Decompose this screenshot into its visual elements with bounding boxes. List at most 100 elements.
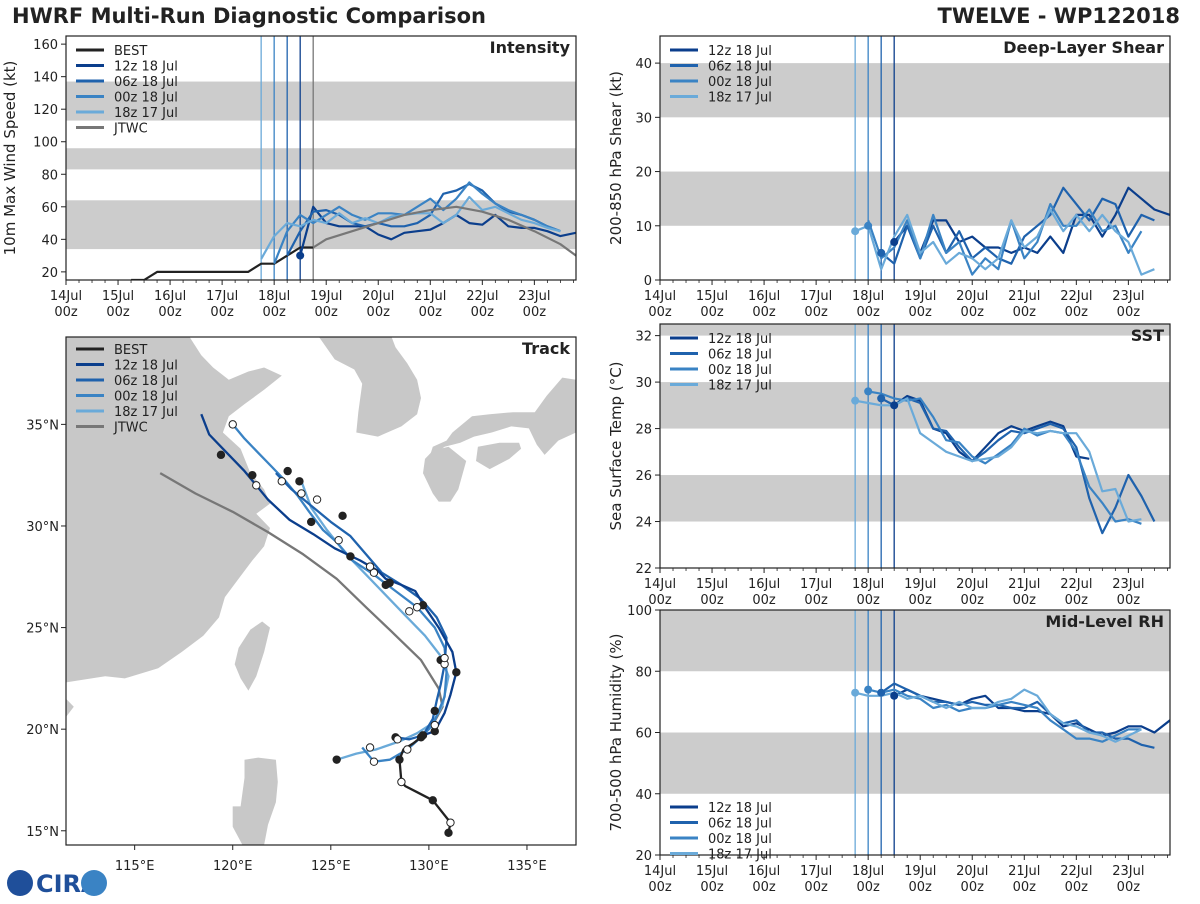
rh-legend-label: 06z 18 Jul <box>708 817 772 832</box>
track-line <box>275 472 448 741</box>
intensity-ytick-label: 40 <box>41 233 58 248</box>
sst-xtick-label: 00z <box>1117 593 1141 608</box>
sst-legend-label: 12z 18 Jul <box>708 332 772 347</box>
sst-xtick-label: 18Jul <box>852 577 884 592</box>
track-point <box>430 720 439 730</box>
shear-series-line <box>867 203 1143 276</box>
track-xtick-label: 115°E <box>115 859 155 874</box>
track-line <box>300 480 450 761</box>
sst-init-marker <box>864 387 873 396</box>
shear-init-marker <box>851 227 860 236</box>
track-point <box>430 706 439 716</box>
track-ytick-label: 25°N <box>26 622 59 637</box>
track-legend-label: JTWC <box>113 421 148 436</box>
track-point <box>446 818 455 827</box>
track-ytick-label: 20°N <box>26 723 59 738</box>
intensity-xtick-label: 18Jul <box>258 289 290 304</box>
rh-xtick-label: 20Jul <box>956 864 988 879</box>
taiwan <box>234 621 270 691</box>
rh-xtick-label: 15Jul <box>696 864 728 879</box>
track-point <box>252 481 261 490</box>
rh-xtick-label: 00z <box>804 880 828 895</box>
shear-xtick-label: 00z <box>961 305 985 320</box>
track-point <box>365 562 375 571</box>
intensity-series-line <box>312 205 576 257</box>
track-title: Track <box>522 339 570 358</box>
track-point <box>444 828 453 838</box>
sst-xtick-label: 19Jul <box>904 577 936 592</box>
shear-xtick-label: 16Jul <box>748 289 780 304</box>
track-point <box>283 466 292 476</box>
track-point <box>385 578 394 588</box>
track-point <box>440 653 449 663</box>
sst-xtick-label: 00z <box>856 593 880 608</box>
intensity-ytick-label: 120 <box>33 103 58 118</box>
shear-xtick-label: 00z <box>804 305 828 320</box>
sst-legend-label: 18z 17 Jul <box>708 379 772 394</box>
intensity-xtick-label: 23Jul <box>518 289 550 304</box>
shear-xtick-label: 00z <box>700 305 724 320</box>
rh-xtick-label: 19Jul <box>904 864 936 879</box>
sst-xtick-label: 00z <box>909 593 933 608</box>
track-xtick-label: 125°E <box>311 859 351 874</box>
shear-xtick-label: 00z <box>856 305 880 320</box>
sst-xtick-label: 15Jul <box>696 577 728 592</box>
track-legend-label: 18z 17 Jul <box>114 405 178 420</box>
intensity-series-line <box>131 246 314 280</box>
intensity-xtick-label: 21Jul <box>414 289 446 304</box>
rh-ytick-label: 40 <box>635 788 652 803</box>
track-point <box>216 450 226 460</box>
track-point <box>312 495 322 504</box>
mainland-china <box>66 337 282 683</box>
intensity-ytick-label: 160 <box>33 38 58 53</box>
intensity-xtick-label: 16Jul <box>154 289 186 304</box>
sst-legend-label: 00z 18 Jul <box>708 363 772 378</box>
sst-xtick-label: 16Jul <box>748 577 780 592</box>
rh-xtick-label: 00z <box>648 880 672 895</box>
track-xtick-label: 120°E <box>213 859 253 874</box>
sst-series-line <box>855 397 1142 523</box>
intensity-xtick-label: 00z <box>315 305 339 320</box>
intensity-xtick-label: 15Jul <box>102 289 134 304</box>
sst-panel: 22242628303214Jul00z15Jul00z16Jul00z17Ju… <box>607 323 1171 608</box>
track-frame <box>65 336 577 846</box>
track-point <box>369 568 379 577</box>
shear-xtick-label: 15Jul <box>696 289 728 304</box>
track-point <box>365 743 375 752</box>
shear-xtick-label: 22Jul <box>1060 289 1092 304</box>
track-point <box>334 536 343 545</box>
intensity-xtick-label: 00z <box>367 305 391 320</box>
sst-title: SST <box>1131 326 1164 345</box>
sst-ytick-label: 32 <box>635 330 652 345</box>
track-ytick-label: 35°N <box>26 418 59 433</box>
rh-ytick-label: 60 <box>635 727 652 742</box>
track-point <box>412 603 422 612</box>
intensity-xtick-label: 00z <box>262 305 286 320</box>
rh-xtick-label: 18Jul <box>852 864 884 879</box>
rh-legend-label: 12z 18 Jul <box>708 801 772 816</box>
rh-xtick-label: 17Jul <box>800 864 832 879</box>
rh-band <box>660 732 1170 794</box>
intensity-xtick-label: 22Jul <box>466 289 498 304</box>
sst-ytick-label: 30 <box>635 376 652 391</box>
sst-legend-label: 06z 18 Jul <box>708 348 772 363</box>
shear-ytick-label: 10 <box>635 220 652 235</box>
shear-legend-label: 18z 17 Jul <box>708 91 772 106</box>
track-point <box>452 668 461 677</box>
japan-shikoku <box>476 442 522 470</box>
intensity-xtick-label: 00z <box>471 305 495 320</box>
rh-xtick-label: 00z <box>1065 880 1089 895</box>
track-legend-label: 00z 18 Jul <box>114 390 178 405</box>
track-point <box>397 777 406 787</box>
track-ytick-label: 30°N <box>26 520 59 535</box>
sst-xtick-label: 00z <box>1065 593 1089 608</box>
track-point <box>306 517 316 527</box>
track-ytick-label: 15°N <box>26 825 59 840</box>
intensity-xtick-label: 00z <box>523 305 547 320</box>
shear-ytick-label: 30 <box>635 111 652 126</box>
sst-plot-area <box>660 324 1170 568</box>
rh-xtick-label: 22Jul <box>1060 864 1092 879</box>
track-plot-area <box>66 337 576 845</box>
intensity-xtick-label: 20Jul <box>362 289 394 304</box>
intensity-legend-label: 00z 18 Jul <box>114 91 178 106</box>
